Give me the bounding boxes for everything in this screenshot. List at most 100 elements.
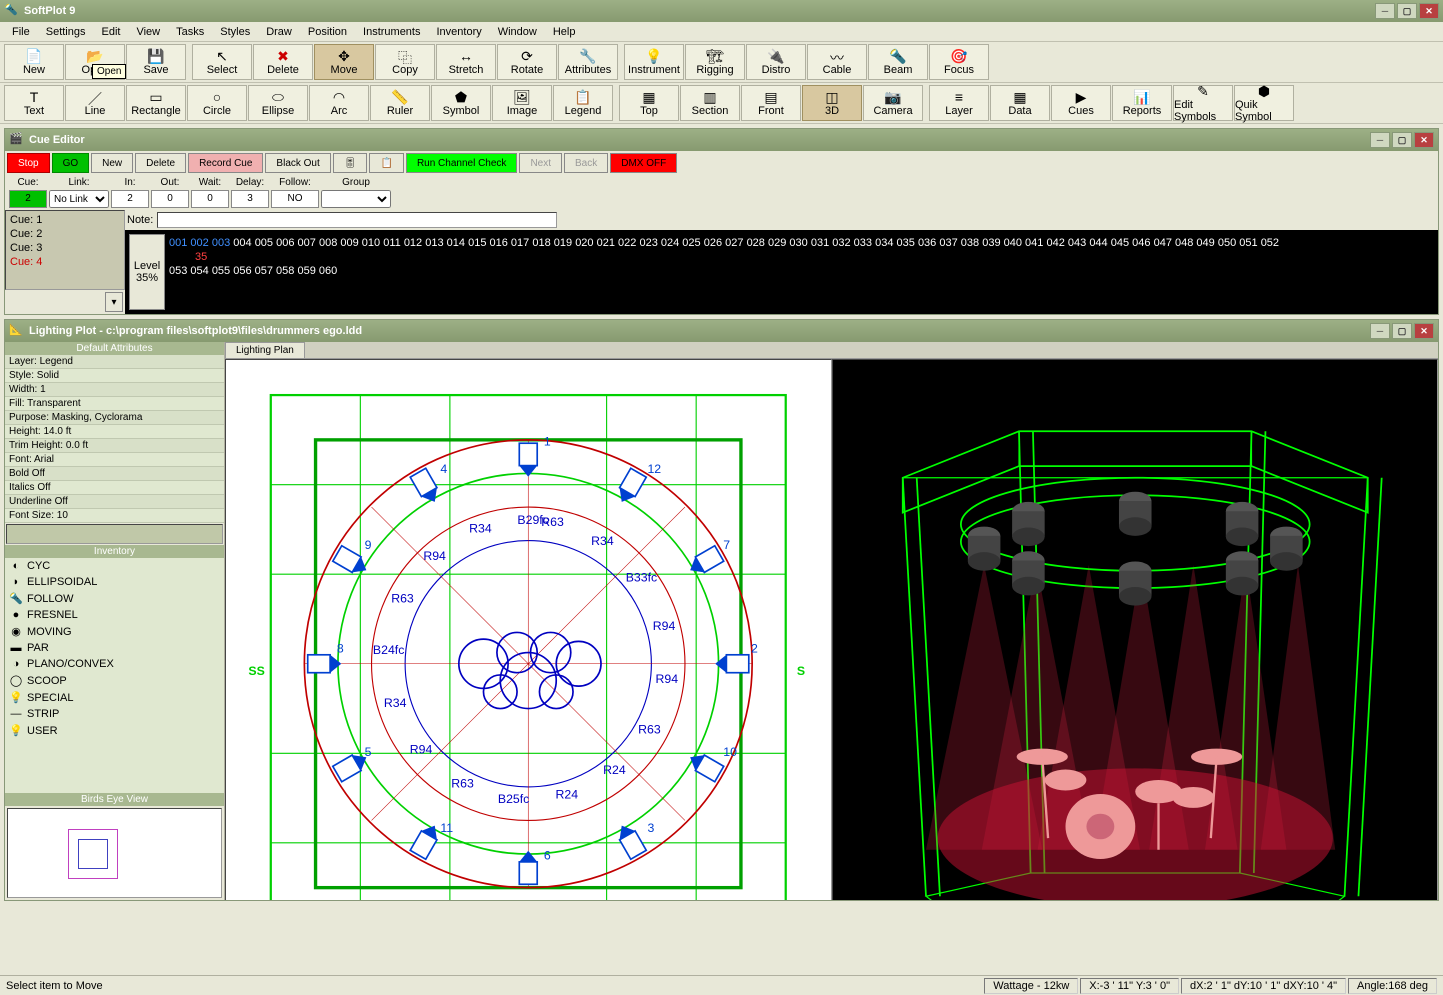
cue-list-item[interactable]: Cue: 3 xyxy=(8,241,122,255)
cue-maximize-button[interactable]: ▢ xyxy=(1392,132,1412,148)
toolbar-edit-symbols-button[interactable]: ✎Edit Symbols xyxy=(1173,85,1233,121)
toolbar-symbol-button[interactable]: ⬟Symbol xyxy=(431,85,491,121)
toolbar-cues-button[interactable]: ▶Cues xyxy=(1051,85,1111,121)
cue-value[interactable]: 2 xyxy=(9,190,47,208)
inventory-item-user[interactable]: 💡USER xyxy=(5,722,224,739)
delete-cue-button[interactable]: Delete xyxy=(135,153,186,173)
inventory-item-par[interactable]: ▬PAR xyxy=(5,640,224,656)
toolbar-circle-button[interactable]: ○Circle xyxy=(187,85,247,121)
record-cue-button[interactable]: Record Cue xyxy=(188,153,263,173)
toolbar-rotate-button[interactable]: ⟳Rotate xyxy=(497,44,557,80)
menu-tasks[interactable]: Tasks xyxy=(168,24,212,40)
menu-help[interactable]: Help xyxy=(545,24,584,40)
toolbar-rectangle-button[interactable]: ▭Rectangle xyxy=(126,85,186,121)
toolbar-reports-button[interactable]: 📊Reports xyxy=(1112,85,1172,121)
toolbar-legend-button[interactable]: 📋Legend xyxy=(553,85,613,121)
plot-minimize-button[interactable]: ─ xyxy=(1370,323,1390,339)
inventory-item-ellipsoidal[interactable]: ◗ELLIPSOIDAL xyxy=(5,574,224,590)
toolbar-ruler-button[interactable]: 📏Ruler xyxy=(370,85,430,121)
cue-list[interactable]: Cue: 1Cue: 2Cue: 3Cue: 4 xyxy=(5,210,125,290)
toolbar-rigging-button[interactable]: 🏗Rigging xyxy=(685,44,745,80)
group-select[interactable] xyxy=(321,190,391,208)
toolbar-front-button[interactable]: ▤Front xyxy=(741,85,801,121)
attribute-row[interactable]: Italics Off xyxy=(5,481,224,495)
plot-2d-canvas[interactable]: 112721036115894R63R34B33fcR94R94R63R24R2… xyxy=(225,359,832,900)
toolbar-distro-button[interactable]: 🔌Distro xyxy=(746,44,806,80)
cue-list-item[interactable]: Cue: 4 xyxy=(8,255,122,269)
attribute-row[interactable]: Width: 1 xyxy=(5,383,224,397)
menu-styles[interactable]: Styles xyxy=(212,24,258,40)
toolbar-copy-button[interactable]: ⿻Copy xyxy=(375,44,435,80)
plot-close-button[interactable]: ✕ xyxy=(1414,323,1434,339)
next-button[interactable]: Next xyxy=(519,153,562,173)
menu-instruments[interactable]: Instruments xyxy=(355,24,428,40)
toolbar-section-button[interactable]: ▥Section xyxy=(680,85,740,121)
toolbar-text-button[interactable]: TText xyxy=(4,85,64,121)
toolbar-ellipse-button[interactable]: ⬭Ellipse xyxy=(248,85,308,121)
menu-window[interactable]: Window xyxy=(490,24,545,40)
follow-value[interactable]: NO xyxy=(271,190,319,208)
back-button[interactable]: Back xyxy=(564,153,608,173)
inventory-list[interactable]: ◐CYC◗ELLIPSOIDAL🔦FOLLOW●FRESNEL◉MOVING▬P… xyxy=(5,558,224,793)
cue-icon-button-2[interactable]: 📋 xyxy=(369,153,403,173)
out-value[interactable]: 0 xyxy=(151,190,189,208)
toolbar-stretch-button[interactable]: ↔Stretch xyxy=(436,44,496,80)
plot-3d-canvas[interactable] xyxy=(832,359,1439,900)
attribute-row[interactable]: Purpose: Masking, Cyclorama xyxy=(5,411,224,425)
cue-list-down-button[interactable]: ▾ xyxy=(105,292,123,312)
inventory-item-strip[interactable]: —STRIP xyxy=(5,706,224,722)
attributes-blank-row[interactable] xyxy=(6,524,223,544)
menu-view[interactable]: View xyxy=(128,24,168,40)
menu-settings[interactable]: Settings xyxy=(38,24,94,40)
run-channel-check-button[interactable]: Run Channel Check xyxy=(406,153,518,173)
cue-list-item[interactable]: Cue: 1 xyxy=(8,213,122,227)
plot-maximize-button[interactable]: ▢ xyxy=(1392,323,1412,339)
go-button[interactable]: GO xyxy=(52,153,90,173)
inventory-item-moving[interactable]: ◉MOVING xyxy=(5,623,224,640)
attribute-row[interactable]: Height: 14.0 ft xyxy=(5,425,224,439)
tab-lighting-plan[interactable]: Lighting Plan xyxy=(225,342,305,358)
attribute-row[interactable]: Trim Height: 0.0 ft xyxy=(5,439,224,453)
attributes-list[interactable]: Layer: LegendStyle: SolidWidth: 1Fill: T… xyxy=(5,355,224,523)
new-cue-button[interactable]: New xyxy=(91,153,133,173)
attribute-row[interactable]: Underline Off xyxy=(5,495,224,509)
attribute-row[interactable]: Font: Arial xyxy=(5,453,224,467)
toolbar-save-button[interactable]: 💾Save xyxy=(126,44,186,80)
inventory-item-plano/convex[interactable]: ◑PLANO/CONVEX xyxy=(5,656,224,672)
menu-edit[interactable]: Edit xyxy=(93,24,128,40)
link-select[interactable]: No Link xyxy=(49,190,109,208)
inventory-item-follow[interactable]: 🔦FOLLOW xyxy=(5,590,224,607)
cue-icon-button-1[interactable]: 🎚 xyxy=(333,153,368,173)
inventory-item-cyc[interactable]: ◐CYC xyxy=(5,558,224,574)
toolbar-line-button[interactable]: ／Line xyxy=(65,85,125,121)
toolbar-focus-button[interactable]: 🎯Focus xyxy=(929,44,989,80)
menu-inventory[interactable]: Inventory xyxy=(428,24,489,40)
blackout-button[interactable]: Black Out xyxy=(265,153,330,173)
toolbar-layer-button[interactable]: ≡Layer xyxy=(929,85,989,121)
toolbar-beam-button[interactable]: 🔦Beam xyxy=(868,44,928,80)
in-value[interactable]: 2 xyxy=(111,190,149,208)
birds-eye-view[interactable] xyxy=(7,808,222,898)
maximize-button[interactable]: ▢ xyxy=(1397,3,1417,19)
inventory-item-special[interactable]: 💡SPECIAL xyxy=(5,689,224,706)
close-button[interactable]: ✕ xyxy=(1419,3,1439,19)
toolbar-arc-button[interactable]: ◠Arc xyxy=(309,85,369,121)
attribute-row[interactable]: Bold Off xyxy=(5,467,224,481)
toolbar-top-button[interactable]: ▦Top xyxy=(619,85,679,121)
wait-value[interactable]: 0 xyxy=(191,190,229,208)
delay-value[interactable]: 3 xyxy=(231,190,269,208)
attribute-row[interactable]: Layer: Legend xyxy=(5,355,224,369)
toolbar-attributes-button[interactable]: 🔧Attributes xyxy=(558,44,618,80)
toolbar-data-button[interactable]: ▦Data xyxy=(990,85,1050,121)
cue-list-item[interactable]: Cue: 2 xyxy=(8,227,122,241)
stop-button[interactable]: Stop xyxy=(7,153,50,173)
toolbar-new-button[interactable]: 📄New xyxy=(4,44,64,80)
toolbar-instrument-button[interactable]: 💡Instrument xyxy=(624,44,684,80)
inventory-item-scoop[interactable]: ◯SCOOP xyxy=(5,672,224,689)
toolbar-cable-button[interactable]: 〰Cable xyxy=(807,44,867,80)
toolbar-image-button[interactable]: 🖼Image xyxy=(492,85,552,121)
cue-minimize-button[interactable]: ─ xyxy=(1370,132,1390,148)
cue-close-button[interactable]: ✕ xyxy=(1414,132,1434,148)
toolbar-delete-button[interactable]: ✖Delete xyxy=(253,44,313,80)
toolbar-move-button[interactable]: ✥Move xyxy=(314,44,374,80)
